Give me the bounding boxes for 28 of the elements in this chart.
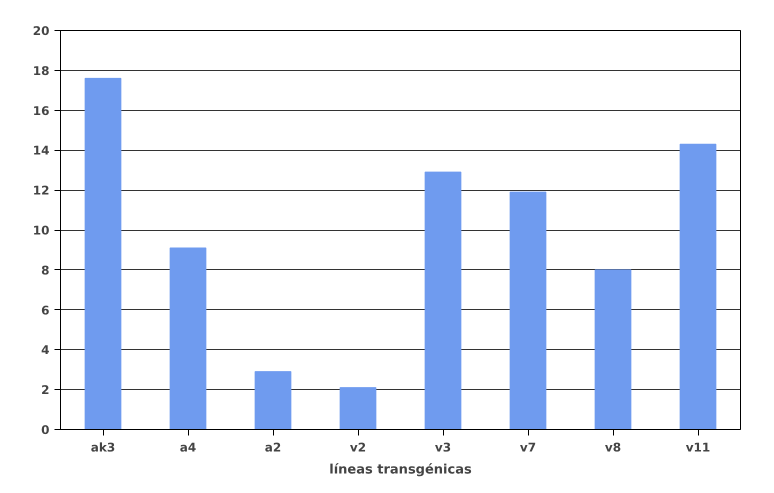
bar — [594, 269, 632, 430]
x-tick-label: ak3 — [90, 440, 116, 454]
bar — [510, 192, 546, 430]
x-tick-label: v2 — [350, 440, 366, 454]
y-tick-label: 2 — [41, 383, 50, 398]
x-tick-label: v7 — [520, 440, 536, 454]
y-tick-label: 8 — [41, 263, 50, 278]
y-tick-label: 14 — [32, 144, 50, 158]
y-tick-label: 18 — [32, 64, 50, 78]
y-tick-label: 16 — [32, 104, 50, 118]
bar — [424, 172, 462, 430]
y-tick-label: 20 — [32, 24, 50, 38]
bar — [254, 371, 292, 430]
y-tick-label: 6 — [41, 303, 50, 318]
x-tick-label: v3 — [434, 440, 452, 454]
x-tick-label: v11 — [686, 440, 710, 454]
bar — [680, 144, 716, 430]
x-tick-label: a2 — [264, 440, 282, 454]
bar — [170, 247, 206, 430]
x-tick-label: a4 — [180, 440, 196, 454]
y-tick-label: 12 — [32, 184, 50, 198]
bar — [340, 387, 376, 430]
y-tick-label: 0 — [41, 423, 50, 437]
x-axis-title: líneas transgénicas — [329, 462, 472, 478]
y-tick-label: 10 — [32, 224, 50, 238]
bar — [84, 78, 122, 430]
x-tick-label: v8 — [604, 440, 622, 454]
y-tick-label: 4 — [41, 343, 50, 358]
